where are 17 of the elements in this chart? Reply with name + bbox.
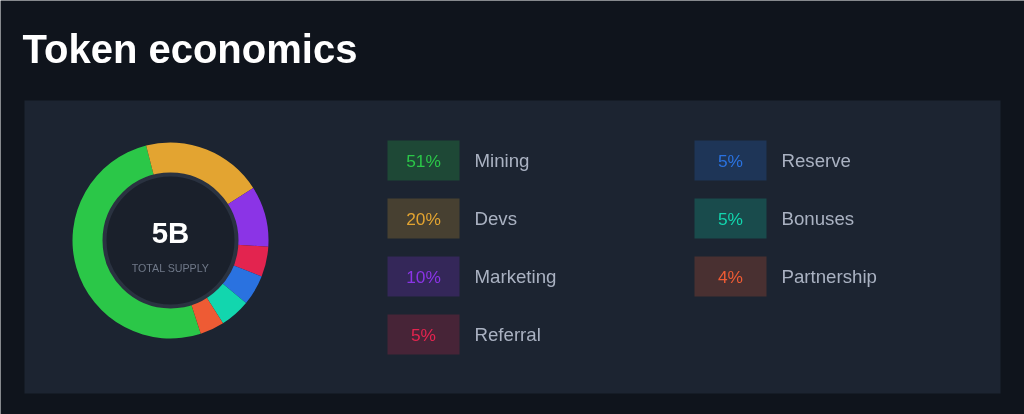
legend-label: Marketing — [474, 266, 557, 287]
data-label: 10% — [406, 266, 441, 287]
chart-title: Token economics — [22, 26, 358, 71]
data-label: 5% — [410, 324, 437, 345]
data-label: 5% — [717, 150, 744, 171]
legend-label: Bonuses — [781, 208, 855, 229]
legend-label: Mining — [474, 150, 530, 171]
data-label: 5% — [717, 208, 744, 229]
text: TOTAL SUPPLY — [131, 261, 209, 274]
legend-label: Partnership — [781, 266, 877, 287]
data-label: 4% — [717, 266, 744, 287]
legend-label: Reserve — [781, 150, 851, 171]
legend-label: Devs — [474, 208, 518, 229]
data-label: 20% — [406, 208, 441, 229]
text: 5B — [151, 216, 190, 249]
legend-label: Referral — [474, 324, 541, 345]
data-label: 51% — [406, 150, 441, 171]
